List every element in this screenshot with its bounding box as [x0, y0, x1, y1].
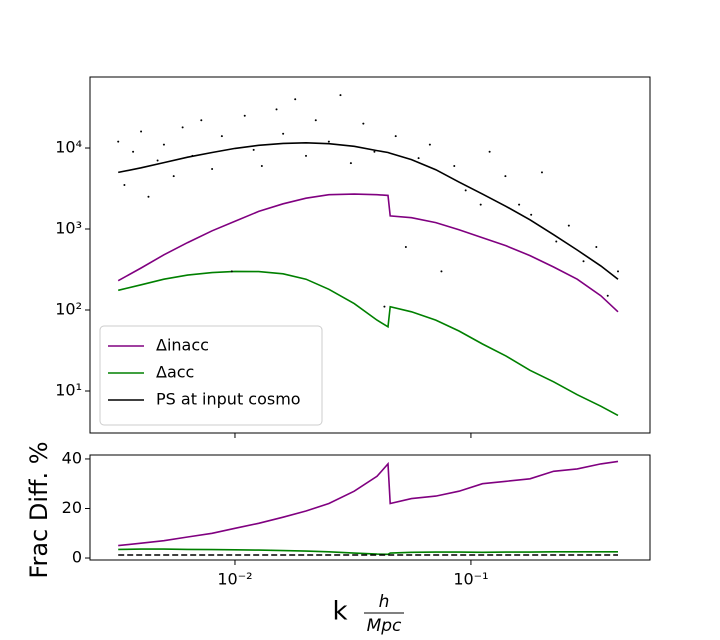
y-tick-label: 40 [62, 448, 82, 467]
scatter-point [252, 148, 255, 151]
series-line [117, 193, 619, 313]
scatter-point [140, 130, 143, 133]
axes-frame [89, 76, 651, 434]
axes-frame [89, 454, 651, 561]
x-axis-label: k [332, 597, 347, 627]
plot-area [118, 460, 619, 556]
scatter-point [440, 270, 443, 273]
scatter-point [383, 305, 386, 308]
scatter-point [373, 150, 376, 153]
y-tick-label: 0 [72, 548, 82, 567]
scatter-point [294, 98, 297, 101]
y-tick-label: 10³ [55, 219, 82, 238]
legend-box [99, 325, 323, 426]
legend-label: Δacc [156, 363, 194, 382]
scatter-point [230, 270, 233, 273]
legend-label: PS at input cosmo [156, 390, 301, 409]
scatter-point [339, 94, 342, 97]
scatter-point [211, 168, 214, 171]
scatter-point [417, 157, 420, 160]
plot-area [117, 94, 619, 417]
scatter-point [540, 171, 543, 174]
scatter-point [606, 294, 609, 297]
x-tick-label: 10⁻¹ [453, 570, 488, 589]
scatter-point [327, 140, 330, 143]
series-line [118, 270, 619, 417]
series-line [118, 141, 619, 280]
scatter-point [394, 135, 397, 138]
scatter-point [404, 245, 407, 248]
scatter-point [220, 135, 223, 138]
scatter-point [147, 195, 150, 198]
scatter-point [567, 224, 570, 227]
scatter-point [117, 140, 120, 143]
y-tick-label: 20 [62, 498, 82, 517]
y-tick-label: 10² [55, 300, 82, 319]
y-tick-label: 10¹ [55, 380, 82, 399]
scatter-point [275, 108, 278, 111]
scatter-point [181, 126, 184, 129]
scatter-point [616, 270, 619, 273]
scatter-point [479, 203, 482, 206]
series-line [118, 548, 618, 556]
scatter-point [172, 175, 175, 178]
scatter-point [243, 114, 246, 117]
scatter-point [314, 119, 317, 122]
x-axis-label-num: h [379, 592, 390, 612]
scatter-point [132, 150, 135, 153]
scatter-point [428, 143, 431, 146]
scatter-point [362, 122, 365, 125]
series-line [118, 460, 619, 547]
scatter-point [504, 175, 507, 178]
scatter-point [530, 213, 533, 216]
scatter-point [595, 245, 598, 248]
y-axis-label: Frac Diff. % [25, 441, 53, 578]
scatter-point [200, 119, 203, 122]
scatter-point [156, 159, 159, 162]
scatter-point [162, 143, 165, 146]
scatter-point [305, 154, 308, 157]
scatter-point [349, 162, 352, 165]
scatter-point [488, 150, 491, 153]
x-tick-label: 10⁻² [217, 570, 252, 589]
legend-label: Δinacc [156, 336, 209, 355]
scatter-point [464, 189, 467, 192]
scatter-point [582, 260, 585, 263]
x-axis-label-den: Mpc [367, 616, 402, 636]
y-tick-label: 10⁴ [55, 138, 82, 157]
scatter-point [123, 183, 126, 186]
scatter-point [518, 203, 521, 206]
scatter-point [453, 164, 456, 167]
scatter-point [191, 154, 194, 157]
scatter-point [555, 240, 558, 243]
scatter-point [260, 164, 263, 167]
scatter-point [282, 132, 285, 135]
